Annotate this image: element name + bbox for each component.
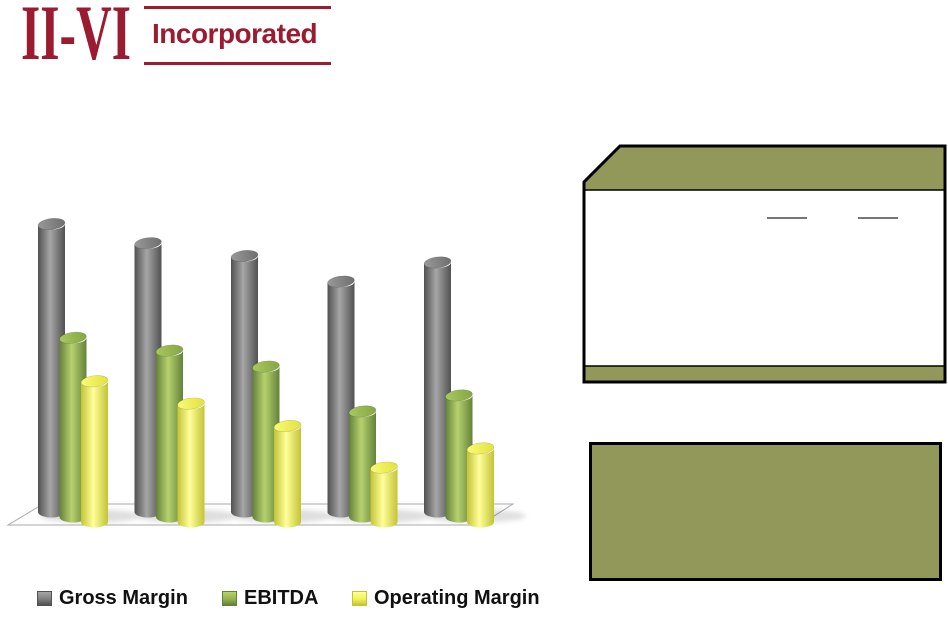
gross-margin-bar-5	[424, 262, 451, 518]
gross-margin-bar-5-top	[423, 256, 452, 269]
operating-margin-bar-4-top	[370, 461, 398, 474]
gross-margin-bar-2	[134, 243, 162, 518]
operating-margin-bar-2	[177, 403, 205, 528]
company-logo: II-VI Incorporated	[20, 4, 332, 66]
legend-item-gross-margin: Gross Margin	[37, 587, 188, 610]
operating-margin-bar-5-top	[466, 442, 495, 455]
legend-label-gross-margin: Gross Margin	[59, 587, 188, 609]
ebitda-bar-3	[252, 366, 280, 523]
chart-legend: Gross Margin EBITDA Operating Margin	[0, 587, 570, 613]
operating-margin-bar-4	[370, 467, 398, 528]
logo-symbol: II-VI	[21, 4, 131, 66]
logo-text: Incorporated	[152, 18, 318, 49]
gross-margin-bar-2-top	[134, 237, 162, 250]
ebitda-swatch-icon	[222, 591, 237, 606]
operating-margin-bar-2-top	[177, 397, 205, 410]
legend-label-ebitda: EBITDA	[244, 587, 319, 609]
operating-margin-bar-5	[467, 448, 494, 528]
operating-margin-bar-3	[274, 426, 301, 528]
legend-item-operating-margin: Operating Margin	[352, 587, 540, 610]
ebitda-bar-4	[349, 411, 376, 523]
margin-trends-chart	[6, 217, 526, 528]
ebitda-bar-4-top	[348, 405, 377, 418]
ebitda-bar-5	[445, 395, 473, 523]
gross-margin-bar-4-top	[327, 275, 355, 288]
ebitda-bar-5-top	[445, 389, 473, 402]
legend-item-ebitda: EBITDA	[222, 587, 318, 610]
callout-box-bottom	[589, 442, 942, 581]
gross-margin-bar-1	[38, 224, 65, 518]
operating-margin-swatch-icon	[352, 591, 367, 606]
gross-margin-bar-1-top	[37, 217, 66, 231]
operating-margin-bar-3-top	[273, 419, 302, 433]
operating-margin-bar-1-top	[80, 375, 109, 388]
logo-wordmark: Incorporated	[144, 6, 332, 65]
gross-margin-bar-3-top	[230, 249, 259, 263]
operating-margin-bar-1	[81, 381, 108, 528]
gross-margin-bar-3	[231, 256, 258, 518]
logo-symbol-text: II-VI	[21, 4, 131, 66]
ebitda-bar-1-top	[59, 331, 87, 344]
gross-margin-swatch-icon	[37, 591, 52, 606]
top-box-body	[585, 190, 944, 366]
ebitda-bar-3-top	[252, 360, 280, 373]
ebitda-bar-2-top	[155, 344, 184, 357]
callout-box-top	[582, 144, 947, 384]
gross-margin-bar-4	[327, 281, 355, 518]
ebitda-bar-1	[59, 337, 87, 523]
legend-label-operating-margin: Operating Margin	[374, 587, 540, 609]
ebitda-bar-2	[156, 350, 183, 523]
